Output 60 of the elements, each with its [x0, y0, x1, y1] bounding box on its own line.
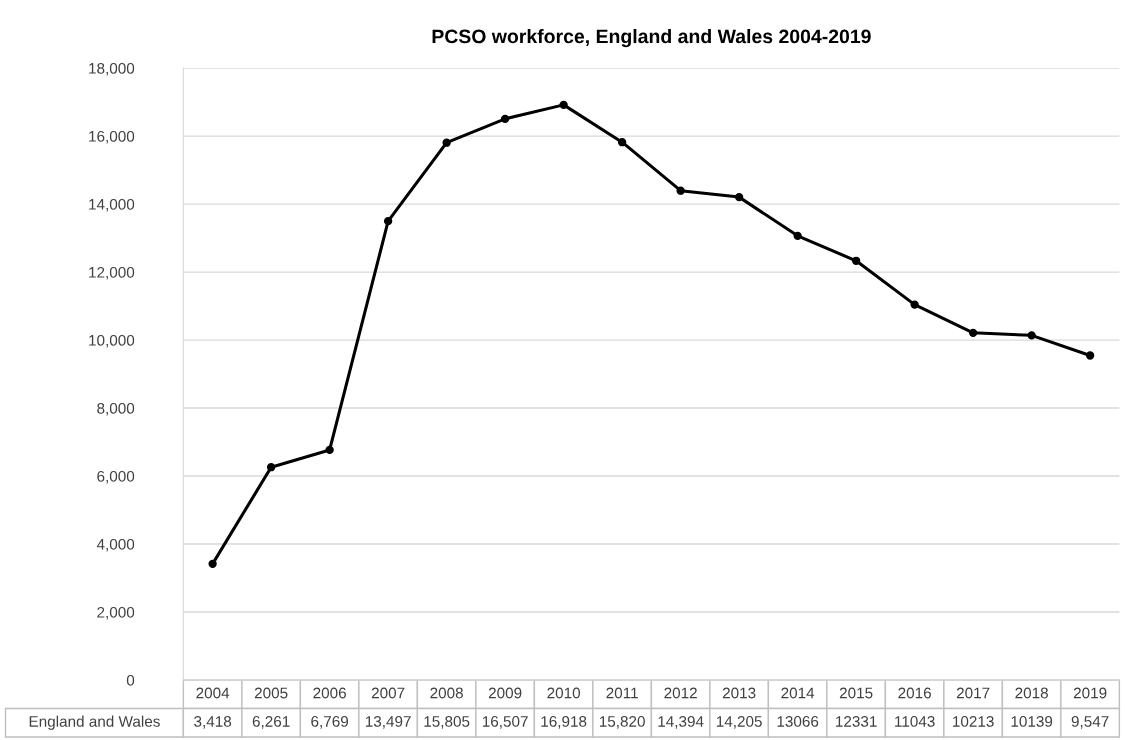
- point: [442, 138, 451, 147]
- x-tick-label: 2018: [1015, 687, 1048, 699]
- point: [1085, 351, 1095, 360]
- data-label: 15,820: [599, 716, 645, 729]
- data-label: 14,394: [658, 716, 704, 729]
- point: [1027, 331, 1036, 340]
- point: [851, 256, 861, 265]
- y-tick-label: 6,000: [97, 470, 135, 484]
- x-tick-label: 2010: [547, 687, 581, 699]
- x-tick-label: 2004: [196, 687, 230, 699]
- point: [500, 114, 510, 124]
- y-tick-label: 16,000: [89, 130, 135, 144]
- data-label: 11043: [895, 716, 935, 727]
- data-label: 6,261: [252, 716, 290, 729]
- point: [617, 138, 627, 147]
- data-label: 13066: [777, 716, 819, 727]
- x-tick-label: 2014: [781, 687, 815, 699]
- point: [383, 217, 393, 226]
- x-tick-label: 2017: [956, 687, 990, 699]
- x-tick-label: 2011: [606, 687, 638, 699]
- data-label: 15,805: [424, 716, 470, 729]
- y-tick-label: 10,000: [89, 334, 135, 348]
- y-tick-label: 8,000: [97, 402, 135, 416]
- x-tick-label: 2019: [1073, 687, 1107, 699]
- point: [266, 463, 276, 472]
- y-tick-label: 12,000: [89, 266, 135, 280]
- x-tick-label: 2007: [371, 687, 405, 699]
- x-tick-label: 2005: [254, 687, 288, 699]
- data-label: 6,769: [311, 716, 349, 729]
- y-tick-label: 2,000: [97, 606, 135, 620]
- point: [793, 231, 802, 240]
- point: [968, 328, 978, 337]
- data-label: 10139: [1011, 716, 1053, 727]
- y-tick-label: 4,000: [96, 538, 135, 552]
- x-tick-label: 2012: [664, 687, 697, 699]
- point: [734, 192, 744, 202]
- point: [559, 100, 568, 110]
- point: [208, 559, 217, 569]
- x-tick-label: 2016: [898, 687, 931, 699]
- x-tick-label: 2006: [313, 687, 346, 699]
- y-tick-label: 18,000: [89, 62, 135, 76]
- data-label: 16,918: [541, 716, 587, 729]
- x-tick-label: 2009: [488, 687, 522, 699]
- chart-title: PCSO workforce, England and Wales 2004-2019: [432, 28, 871, 48]
- y-tick-label: 0: [126, 674, 135, 686]
- point: [910, 300, 919, 309]
- data-label: 10213: [953, 716, 994, 727]
- x-tick-label: 2008: [430, 687, 463, 699]
- data-label: 13,497: [365, 716, 411, 729]
- point: [325, 445, 334, 455]
- data-label: 12331: [836, 716, 877, 727]
- x-tick-label: 2013: [722, 687, 756, 699]
- point: [676, 186, 685, 195]
- data-label: 16,507: [482, 716, 528, 729]
- data-label: 9,547: [1071, 716, 1109, 729]
- data-label: 3,418: [194, 716, 232, 729]
- data-label: 14,205: [716, 716, 762, 729]
- text: England and Wales: [29, 715, 160, 730]
- y-tick-label: 14,000: [89, 198, 135, 212]
- x-tick-label: 2015: [839, 687, 873, 699]
